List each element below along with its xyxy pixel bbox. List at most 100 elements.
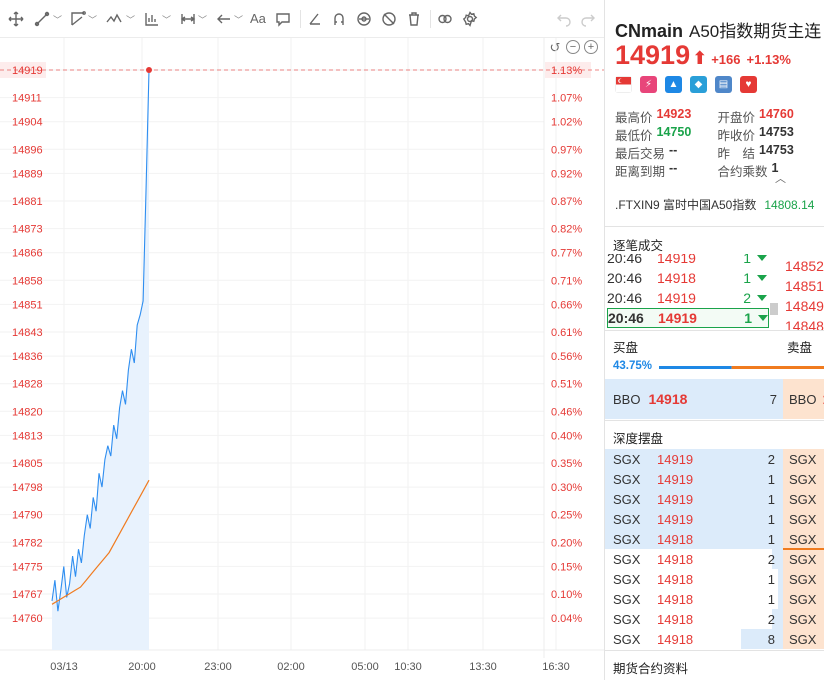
stat-value: 14753: [759, 143, 794, 157]
x-tick-label: 05:00: [351, 661, 379, 673]
fib-icon[interactable]: [142, 9, 162, 29]
depth-title: 深度摆盘: [613, 432, 664, 446]
chevron-down-icon[interactable]: ﹀: [126, 15, 136, 25]
depth-row[interactable]: SGX 14918 2 SGX: [605, 609, 824, 629]
tick-row[interactable]: 20:46 14919 1: [607, 308, 769, 328]
y-tick-label: 14813: [12, 430, 43, 442]
reset-zoom-icon[interactable]: ↺: [549, 39, 561, 55]
note-icon[interactable]: ▤: [715, 76, 732, 93]
bbo-bid-price: 14918: [648, 391, 688, 407]
trash-icon[interactable]: [404, 9, 424, 29]
depth-row[interactable]: SGX 14919 2 SGX: [605, 449, 824, 469]
depth-ask: SGX: [783, 549, 824, 569]
crosshair-icon[interactable]: [6, 9, 26, 29]
undo-icon[interactable]: [554, 9, 574, 29]
depth-row[interactable]: SGX 14918 1 SGX: [605, 529, 824, 549]
eye-icon[interactable]: [354, 9, 374, 29]
depth-ask-exchange: SGX: [789, 631, 817, 647]
depth-exchange: SGX: [613, 531, 641, 547]
last-price: 14919: [615, 40, 691, 70]
pct-tick-label: 0.46%: [551, 406, 582, 418]
depth-exchange: SGX: [613, 611, 641, 627]
bbo-bid[interactable]: BBO 14918 7: [605, 379, 783, 419]
tick-row[interactable]: 20:46 14919 1: [607, 254, 769, 268]
chevron-down-icon[interactable]: ﹀: [198, 15, 208, 25]
depth-ask-exchange: SGX: [789, 611, 817, 627]
stat-row: 距离到期 -- 合约乘数 1: [615, 161, 820, 179]
tick-volume: 1: [743, 270, 751, 286]
x-tick-label: 20:00: [128, 661, 156, 673]
chart-badge-icon[interactable]: ▲: [665, 76, 682, 93]
hide-icon[interactable]: [379, 9, 399, 29]
pct-tick-label: 0.71%: [551, 275, 582, 287]
lightning-icon[interactable]: ⚡: [640, 76, 657, 93]
depth-bid: SGX 14919 1: [605, 469, 783, 489]
depth-row[interactable]: SGX 14918 8 SGX: [605, 629, 824, 649]
y-tick-label: 14919: [12, 65, 43, 77]
depth-ask-exchange: SGX: [789, 551, 817, 567]
depth-size-bar: [778, 589, 783, 609]
text-tool[interactable]: Aa: [250, 11, 266, 26]
link-icon[interactable]: [435, 9, 455, 29]
magnet-icon[interactable]: [329, 9, 349, 29]
stat-value: 1: [771, 161, 779, 175]
y-tick-label: 14911: [12, 93, 42, 105]
x-tick-label: 03/13: [50, 661, 78, 673]
measure-icon[interactable]: [178, 9, 198, 29]
heart-icon[interactable]: ♥: [740, 76, 757, 93]
stat-label: 昨收价: [717, 129, 756, 143]
line-tool-icon[interactable]: [32, 9, 52, 29]
bbo-row: BBO 14918 7 BBO 1: [605, 379, 824, 419]
settings-icon[interactable]: [460, 9, 480, 29]
pitchfork-icon[interactable]: [68, 9, 88, 29]
underlying-index[interactable]: .FTXIN9 富时中国A50指数 14808.14: [615, 196, 814, 213]
depth-row[interactable]: SGX 14918 2 SGX: [605, 549, 824, 569]
chevron-down-icon[interactable]: ﹀: [53, 15, 63, 25]
depth-row[interactable]: SGX 14919 1 SGX: [605, 509, 824, 529]
chevron-down-icon[interactable]: ﹀: [234, 15, 244, 25]
tick-row[interactable]: 20:46 14919 2: [607, 288, 769, 308]
depth-row[interactable]: SGX 14919 1 SGX: [605, 489, 824, 509]
comment-icon[interactable]: [273, 9, 293, 29]
stat-value: --: [669, 161, 678, 175]
y-tick-label: 14760: [12, 613, 43, 625]
bbo-ask-price: 1: [822, 391, 824, 407]
y-tick-label: 14805: [12, 458, 43, 470]
drawing-toolbar: ﹀ ﹀ ﹀ ﹀ ﹀ ﹀ Aa: [0, 0, 604, 38]
depth-bid: SGX 14918 2: [605, 549, 783, 569]
mini-ask-price: 14848: [785, 318, 824, 334]
zoom-out-icon[interactable]: −: [566, 40, 580, 54]
tick-price: 14919: [658, 310, 697, 326]
bbo-ask-label: BBO: [789, 391, 817, 407]
y-tick-label: 14820: [12, 406, 43, 418]
chevron-up-icon[interactable]: ︿: [775, 173, 786, 185]
x-tick-label: 02:00: [277, 661, 305, 673]
depth-price: 14919: [657, 511, 694, 527]
depth-bid: SGX 14918 1: [605, 569, 783, 589]
depth-row[interactable]: SGX 14919 1 SGX: [605, 469, 824, 489]
arrow-icon[interactable]: [214, 9, 234, 29]
redo-icon[interactable]: [578, 9, 598, 29]
depth-row[interactable]: SGX 14918 1 SGX: [605, 589, 824, 609]
pct-tick-label: 0.82%: [551, 224, 582, 236]
quote-panel: CNmain A50指数期货主连 14919 ⬆ +166 +1.13% ⚡ ▲ …: [604, 0, 824, 680]
tick-row[interactable]: 20:46 14918 1: [607, 268, 769, 288]
bbo-ask[interactable]: BBO 1: [783, 379, 824, 419]
depth-exchange: SGX: [613, 551, 641, 567]
ruler-icon[interactable]: [305, 9, 325, 29]
depth-row[interactable]: SGX 14918 1 SGX: [605, 569, 824, 589]
singapore-flag-icon[interactable]: [615, 76, 632, 93]
contract-info-title[interactable]: 期货合约资料: [613, 662, 689, 676]
depth-exchange: SGX: [613, 631, 641, 647]
price-chart[interactable]: 14919 14911 14904 14896 14889 14881 14873 14866…: [0, 38, 604, 680]
zigzag-icon[interactable]: [104, 9, 124, 29]
tag-icon[interactable]: ◆: [690, 76, 707, 93]
zoom-in-icon[interactable]: +: [584, 40, 598, 54]
depth-ask-exchange: SGX: [789, 451, 817, 467]
y-tick-label: 14896: [12, 144, 43, 156]
chevron-down-icon[interactable]: ﹀: [162, 15, 172, 25]
pct-tick-label: 0.25%: [551, 510, 582, 522]
ticks-scrollbar[interactable]: [770, 303, 778, 315]
chevron-down-icon[interactable]: ﹀: [88, 15, 98, 25]
symbol-code: CNmain: [615, 21, 684, 41]
